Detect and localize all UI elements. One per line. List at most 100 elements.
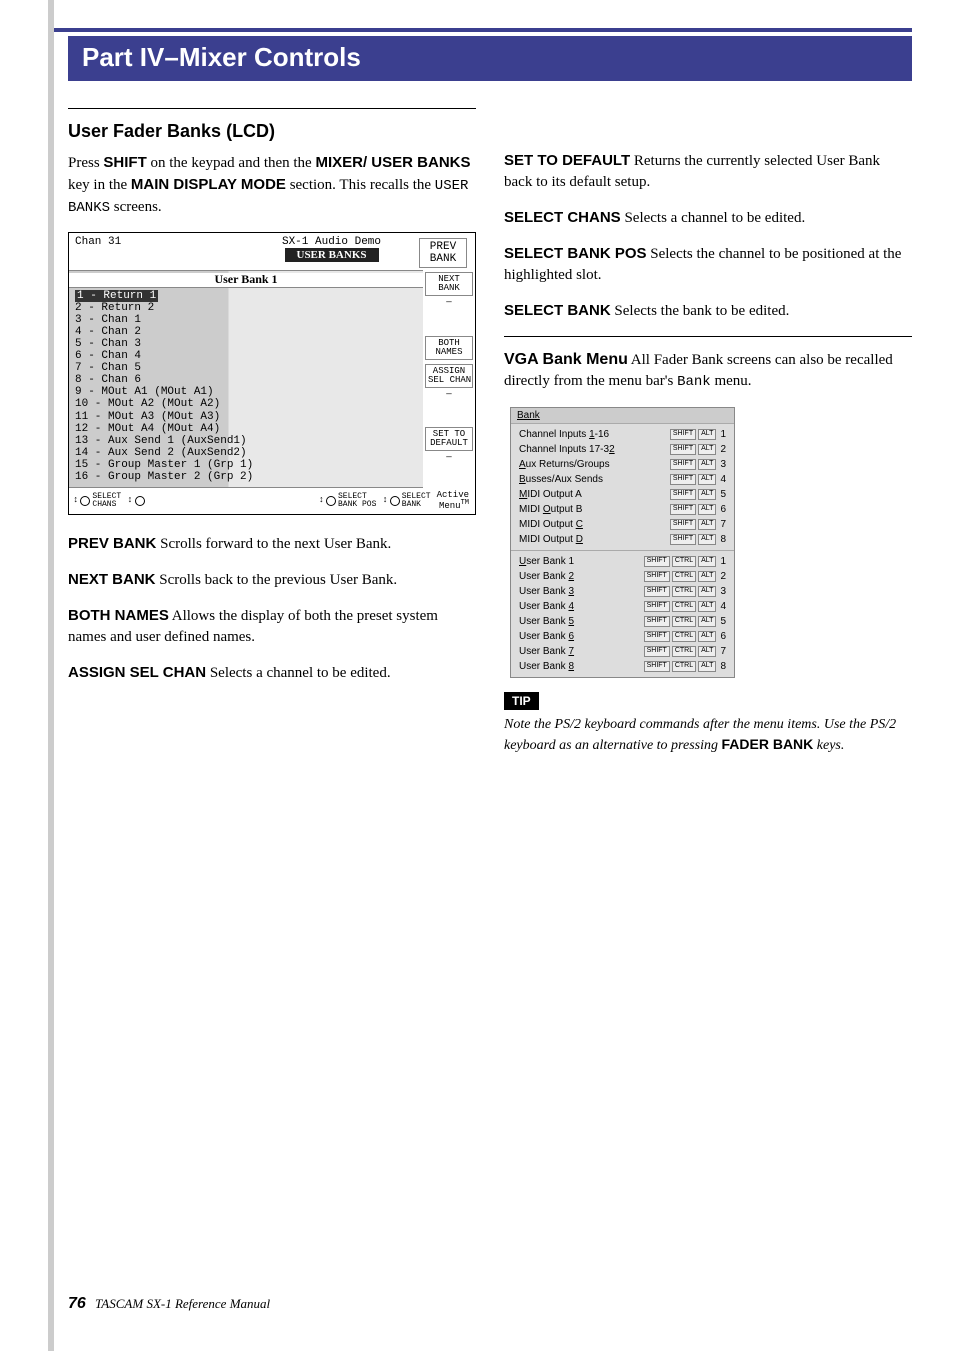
bank-menu-section-1: Channel Inputs 1-16SHIFTALT1Channel Inpu… (511, 424, 734, 550)
lcd-btn-set-to-default: SET TO DEFAULT (425, 427, 473, 451)
lcd-active-menu: Active MenuTM (437, 491, 471, 511)
keycap: SHIFT (670, 489, 696, 499)
vga-term: VGA Bank Menu (504, 351, 628, 368)
keycap: ALT (698, 601, 716, 611)
bank-menu-item-shortcut: SHIFTCTRLALT5 (644, 615, 726, 628)
right-column: SET TO DEFAULT Returns the currently sel… (504, 108, 912, 756)
lcd-top-center: SX-1 Audio Demo USER BANKS (246, 236, 417, 270)
bank-menu-item: User Bank 1SHIFTCTRLALT1 (511, 554, 734, 569)
keycap: SHIFT (670, 504, 696, 514)
bank-menu-section-2: User Bank 1SHIFTCTRLALT1User Bank 2SHIFT… (511, 550, 734, 677)
vga-paragraph: VGA Bank Menu All Fader Bank screens can… (504, 349, 912, 393)
bank-menu-item: User Bank 3SHIFTCTRLALT3 (511, 584, 734, 599)
bank-menu-item-label: Aux Returns/Groups (519, 458, 670, 471)
shortcut-key: 1 (720, 555, 726, 568)
shortcut-key: 6 (720, 630, 726, 643)
page-footer: 76 TASCAM SX-1 Reference Manual (68, 1295, 270, 1313)
definition-term: BOTH NAMES (68, 607, 169, 624)
bank-menu-item-label: User Bank 8 (519, 660, 644, 673)
keycap: ALT (698, 474, 716, 484)
bank-menu-title-text: Bank (517, 410, 540, 421)
lcd-knob3-label: SELECT BANK POS (338, 493, 376, 509)
bank-menu: Bank Channel Inputs 1-16SHIFTALT1Channel… (510, 407, 735, 678)
definition-block: SET TO DEFAULT Returns the currently sel… (504, 150, 912, 193)
intro-mixer: MIXER/ USER BANKS (315, 154, 470, 171)
page-number: 76 (68, 1295, 86, 1312)
tm-icon: TM (461, 499, 469, 507)
keycap: ALT (698, 646, 716, 656)
definition-text: Selects a channel to be edited. (206, 665, 391, 681)
lcd-row: 6 - Chan 4 (75, 350, 417, 362)
keycap: ALT (698, 444, 716, 454)
lcd-screenshot: Chan 31 SX-1 Audio Demo USER BANKS PREV … (68, 232, 476, 515)
lcd-btn-prev-bank: PREV BANK (419, 238, 467, 268)
lcd-knob-select-bank-pos: ↕SELECT BANK POS (319, 493, 377, 509)
intro-paragraph: Press SHIFT on the keypad and then the M… (68, 152, 476, 218)
shortcut-key: 6 (720, 503, 726, 516)
bank-menu-item-label: User Bank 1 (519, 555, 644, 568)
lcd-project-name: SX-1 Audio Demo (246, 236, 417, 248)
lcd-top-row: Chan 31 SX-1 Audio Demo USER BANKS PREV … (69, 233, 475, 270)
lcd-btn-both-names: BOTH NAMES (425, 336, 473, 360)
section-title: User Fader Banks (LCD) (68, 121, 476, 142)
lcd-chan: Chan 31 (75, 236, 246, 270)
bank-menu-item: User Bank 7SHIFTCTRLALT7 (511, 644, 734, 659)
keycap: SHIFT (670, 444, 696, 454)
lcd-row: 15 - Group Master 1 (Grp 1) (75, 459, 417, 471)
definition-term: PREV BANK (68, 535, 156, 552)
keycap: SHIFT (644, 646, 670, 656)
definition-term: ASSIGN SEL CHAN (68, 664, 206, 681)
intro-pre: Press (68, 155, 103, 171)
bank-menu-item-shortcut: SHIFTALT7 (670, 518, 726, 531)
bank-menu-item-shortcut: SHIFTALT8 (670, 533, 726, 546)
keycap: ALT (698, 586, 716, 596)
lcd-knob-select-chans: ↕SELECT CHANS (73, 493, 121, 509)
keycap: CTRL (672, 556, 696, 566)
vga-text-post: menu. (711, 373, 752, 389)
bank-menu-item-label: MIDI Output B (519, 503, 670, 516)
bank-menu-item: User Bank 2SHIFTCTRLALT2 (511, 569, 734, 584)
definition-block: ASSIGN SEL CHAN Selects a channel to be … (68, 662, 476, 684)
tip-badge: TIP (504, 692, 539, 710)
keycap: SHIFT (670, 429, 696, 439)
bank-menu-item: MIDI Output DSHIFTALT8 (511, 532, 734, 547)
keycap: CTRL (672, 616, 696, 626)
lcd-row: 12 - MOut A4 (MOut A4) (75, 423, 417, 435)
lcd-body: User Bank 1 1 - Return 12 - Return 23 - … (69, 270, 475, 488)
lcd-dash-icon: — (423, 390, 475, 425)
shortcut-key: 7 (720, 518, 726, 531)
lcd-dash-icon: — (423, 453, 475, 488)
keycap: SHIFT (644, 601, 670, 611)
lcd-side-top: PREV BANK (417, 236, 469, 270)
lcd-tab: USER BANKS (285, 248, 379, 262)
lcd-knob-2: ↕ (127, 496, 144, 506)
bank-menu-item: Channel Inputs 17-32SHIFTALT2 (511, 442, 734, 457)
bank-menu-title: Bank (511, 408, 734, 424)
bank-menu-item-shortcut: SHIFTALT4 (670, 473, 726, 486)
keycap: SHIFT (670, 519, 696, 529)
definition-term: SET TO DEFAULT (504, 152, 630, 169)
definition-text: Scrolls forward to the next User Bank. (156, 536, 391, 552)
definition-term: SELECT CHANS (504, 209, 621, 226)
bank-menu-item-label: User Bank 6 (519, 630, 644, 643)
shortcut-key: 2 (720, 570, 726, 583)
bank-menu-item: User Bank 6SHIFTCTRLALT6 (511, 629, 734, 644)
bank-menu-item-label: MIDI Output C (519, 518, 670, 531)
lcd-panel-title: User Bank 1 (69, 273, 423, 287)
keycap: ALT (698, 429, 716, 439)
lcd-btn-next-bank: NEXT BANK (425, 272, 473, 296)
header-rule (54, 28, 912, 32)
right-definitions-top: SET TO DEFAULT Returns the currently sel… (504, 150, 912, 322)
keycap: ALT (698, 631, 716, 641)
subsection-divider (504, 336, 912, 337)
keycap: CTRL (672, 601, 696, 611)
bank-menu-item: Channel Inputs 1-16SHIFTALT1 (511, 427, 734, 442)
tip-post: keys. (813, 738, 844, 753)
chapter-title: Part IV–Mixer Controls (68, 36, 912, 81)
bank-menu-item-shortcut: SHIFTALT5 (670, 488, 726, 501)
bank-menu-item-label: User Bank 3 (519, 585, 644, 598)
lcd-row: 13 - Aux Send 1 (AuxSend1) (75, 435, 417, 447)
bank-menu-item-shortcut: SHIFTCTRLALT8 (644, 660, 726, 673)
keycap: CTRL (672, 661, 696, 671)
shortcut-key: 7 (720, 645, 726, 658)
